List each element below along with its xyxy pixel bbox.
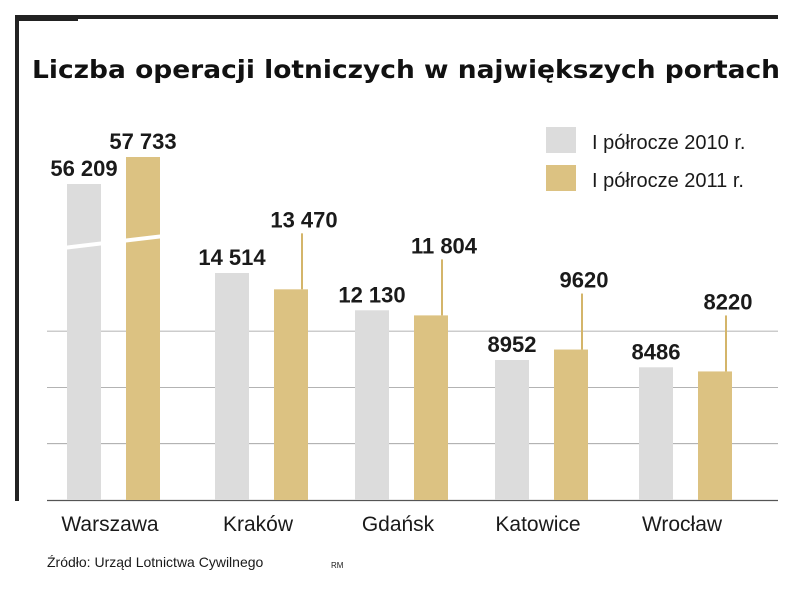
bar-2011-4: [698, 371, 732, 500]
legend-swatch-2010: [546, 127, 576, 153]
value-label-2010-4: 8486: [632, 339, 681, 364]
frame-top-rule-thin: [78, 15, 778, 19]
bar-2010-1: [215, 273, 249, 500]
value-label-2010-2: 12 130: [338, 282, 405, 307]
value-label-2011-1: 13 470: [270, 207, 337, 232]
bar-2010-0: [67, 184, 101, 500]
value-label-2010-3: 8952: [488, 332, 537, 357]
axis-break-mark: [63, 234, 164, 250]
legend-label-2010: I półrocze 2010 r.: [592, 132, 745, 154]
bar-2011-2: [414, 315, 448, 500]
bar-2010-3: [495, 359, 529, 500]
value-label-2011-2: 11 804: [411, 233, 478, 258]
legend-swatch-2011: [546, 165, 576, 191]
value-label-2010-1: 14 514: [198, 245, 266, 270]
bar-2010-2: [355, 310, 389, 500]
category-labels: Warszawa Kraków Gdańsk Katowice Wrocław: [61, 513, 723, 536]
source-note: Źródło: Urząd Lotnictwa Cywilnego: [47, 554, 264, 570]
value-label-2011-4: 8220: [704, 289, 753, 314]
legend-label-2011: I półrocze 2011 r.: [592, 170, 744, 192]
frame-left-rule: [15, 15, 19, 501]
bar-2010-4: [639, 367, 673, 500]
value-label-2010-0: 56 209: [50, 156, 117, 181]
legend: I półrocze 2010 r. I półrocze 2011 r.: [546, 127, 745, 192]
bar-2011-3: [554, 349, 588, 500]
category-label-3: Katowice: [495, 513, 580, 536]
category-label-2: Gdańsk: [362, 513, 435, 536]
category-label-4: Wrocław: [642, 513, 723, 536]
bars: [63, 157, 732, 500]
chart-title: Liczba operacji lotniczych w największyc…: [32, 55, 780, 84]
frame-top-rule: [15, 15, 78, 21]
bar-2011-1: [274, 289, 308, 500]
category-label-0: Warszawa: [61, 513, 159, 536]
bar-2011-0: [126, 157, 160, 500]
value-label-2011-3: 9620: [560, 268, 609, 293]
value-label-2011-0: 57 733: [109, 129, 176, 154]
author-mark: RM: [331, 561, 344, 570]
category-label-1: Kraków: [223, 513, 294, 536]
